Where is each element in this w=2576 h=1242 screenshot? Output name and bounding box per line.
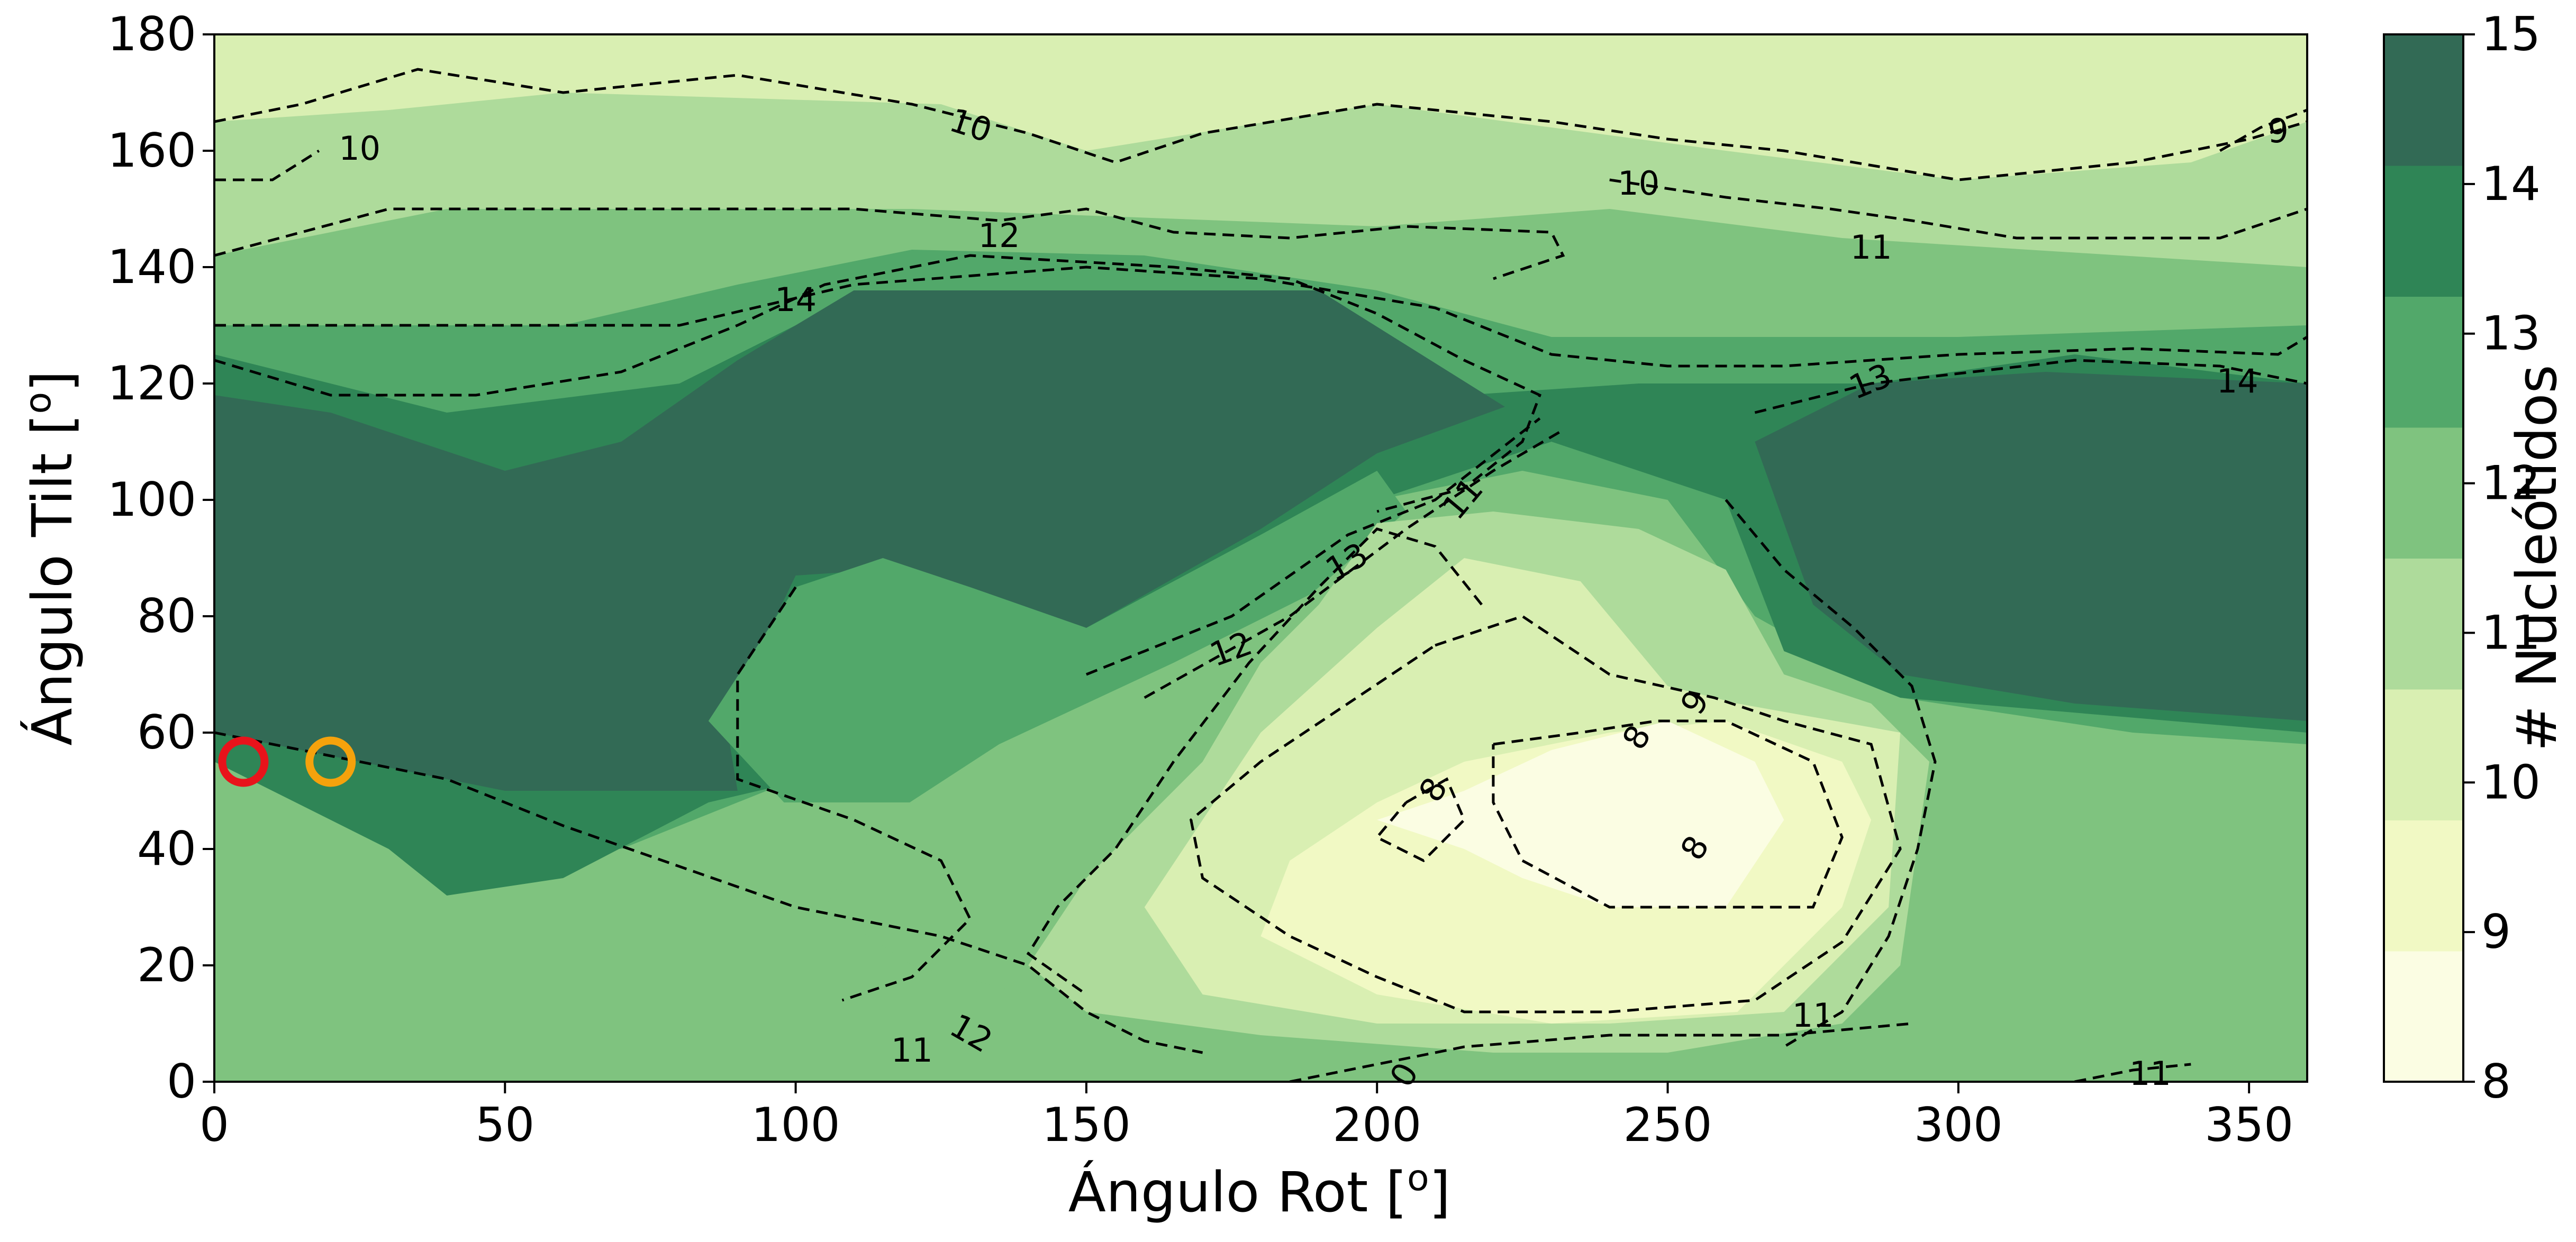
colorbar-frame [2383,33,2464,1083]
contour-line-8 [1492,719,1844,909]
colorbar-segment [2384,689,2463,820]
contour-line-11 [1609,178,2307,240]
x-tick-label: 250 [1623,1098,1712,1152]
y-axis-label: Ángulo Tilt [o] [17,370,85,745]
contour-line-0 [1289,1022,1912,1082]
colorbar-tick-label: 8 [2481,1054,2511,1109]
y-axis-ticks: 0 20 40 60 80 100 120 140 160 180 [107,7,214,1109]
marker-circle-1 [218,736,269,787]
contour-line-10 [214,68,2307,181]
y-tick-label: 100 [107,472,196,527]
contour-label: 12 [978,216,1020,255]
contour-line-12 [214,207,1565,280]
x-tick-label: 200 [1332,1098,1421,1152]
colorbar-segment [2384,34,2463,166]
marker-circles [218,736,356,787]
contour-line-10 [214,149,320,181]
heatmap-region-13 [708,471,1407,802]
contour-label: 11 [2129,1054,2171,1093]
x-tick-label: 0 [199,1098,229,1152]
contour-label: 9 [2267,112,2288,150]
colorbar-tick-label: 10 [2481,755,2541,809]
contour-line-11 [1725,499,1937,1048]
heatmap-region-15 [1755,372,2307,721]
contour-line-9 [2219,108,2307,152]
contour-line-11 [2074,1063,2191,1082]
contour-lines [214,68,2307,1082]
y-tick-label: 80 [137,589,196,643]
contour-line-8 [1375,777,1466,863]
x-tick-label: 50 [475,1098,534,1152]
y-tick-label: 40 [137,821,196,876]
colorbar-tick-label: 14 [2481,157,2541,211]
colorbar-ticks: 8 9 10 11 12 13 14 15 [2463,7,2541,1109]
y-tick-label: 140 [107,240,196,294]
colorbar-segment [2384,951,2463,1082]
colorbar-segment [2384,296,2463,428]
heatmap-region-12 [824,546,1407,994]
x-axis-ticks: 0 50 100 150 200 250 300 350 [199,1082,2293,1152]
contour-label: 10 [1618,164,1659,203]
contour-line-12 [736,586,972,1002]
y-tick-label: 0 [167,1054,196,1109]
colorbar-tick-label: 13 [2481,306,2541,361]
contour-label: 10 [339,129,380,168]
x-tick-label: 100 [751,1098,840,1152]
heatmap-region-15 [214,290,1505,791]
x-axis-label: Ángulo Rot [o] [1068,1157,1450,1225]
colorbar-tick-label: 12 [2481,456,2541,510]
contour-label: 11 [1851,228,1892,267]
contour-label: 14 [775,280,817,319]
plot-area [214,34,2307,1082]
y-tick-label: 60 [137,705,196,760]
contour-line-12 [1085,417,1541,676]
contour-line-11 [1026,527,1483,996]
colorbar-gradient [2384,34,2463,1082]
contour-label: 11 [891,1031,933,1070]
y-tick-label: 20 [137,938,196,992]
colorbar-tick-label: 9 [2481,905,2511,959]
colorbar-segment [2384,427,2463,559]
contour-label: 11 [1792,996,1834,1035]
plot-frame [213,33,2308,1083]
x-tick-label: 300 [1914,1098,2003,1152]
heatmap-regions [214,34,2307,1082]
contour-line-13 [214,731,1203,1054]
contour-line-9 [1189,615,1902,1013]
colorbar-label: # Nucleótidos [2505,364,2569,751]
y-tick-label: 180 [107,7,196,61]
colorbar-segment [2384,558,2463,690]
colorbar-segment [2384,165,2463,297]
colorbar: 8 9 10 11 12 13 14 15 # Nucleótidos [2383,7,2569,1109]
marker-circle-2 [305,736,356,787]
y-tick-label: 160 [107,123,196,178]
contour-label: 14 [2217,362,2258,400]
y-tick-label: 120 [107,356,196,410]
colorbar-segment [2384,820,2463,952]
x-tick-label: 150 [1042,1098,1131,1152]
x-tick-label: 350 [2205,1098,2293,1152]
colorbar-tick-label: 15 [2481,7,2541,61]
contour-line-14 [1754,359,2307,414]
colorbar-tick-label: 11 [2481,605,2541,660]
heatmap-region-8 [1377,721,1784,907]
